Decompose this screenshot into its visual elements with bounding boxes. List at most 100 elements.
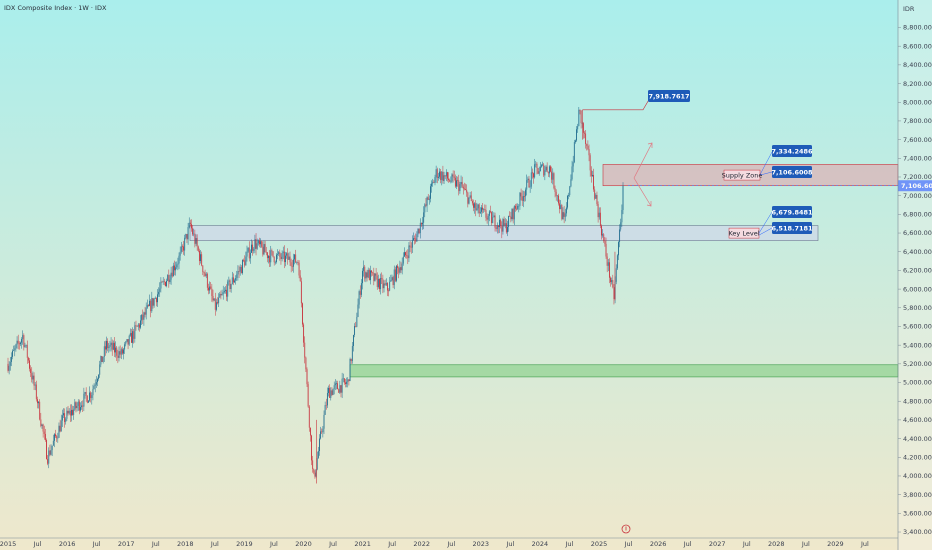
candle-body	[512, 208, 514, 220]
candle-body	[428, 198, 430, 200]
candle-body	[220, 293, 222, 296]
candle-body	[555, 191, 557, 197]
candle-body	[108, 346, 110, 349]
bullish-projection-arrow	[633, 142, 653, 179]
candle-body	[14, 348, 16, 351]
candle-body	[464, 188, 465, 190]
time-tick-label: Jul	[565, 540, 574, 548]
candle-body	[50, 450, 52, 455]
candle-body	[338, 389, 340, 393]
candle-body	[25, 344, 27, 346]
peak-connector	[582, 97, 651, 111]
candle-body	[237, 271, 239, 275]
candle-body	[92, 389, 94, 396]
candle-body	[339, 385, 341, 393]
candle-body	[107, 340, 109, 349]
candle-body	[364, 266, 366, 279]
key-level-zone[interactable]	[189, 225, 819, 241]
candle-body	[483, 209, 485, 210]
price-tick-label: 8,000.0000	[903, 98, 932, 106]
candle-body	[194, 233, 196, 244]
peak-label: 7,918.7617	[648, 93, 689, 101]
candle-body	[604, 240, 606, 244]
candle-body	[394, 269, 396, 281]
candle-body	[135, 325, 137, 326]
candle-body	[457, 180, 459, 181]
candle-body	[111, 342, 113, 350]
candle-body	[580, 110, 582, 124]
overlay-layer: 7,918.7617 7,334.2486 Supply Zone 7,106.600…	[582, 90, 932, 239]
time-tick-label: Jul	[801, 540, 810, 548]
candle-body	[187, 227, 189, 240]
candle-body	[345, 382, 346, 384]
candle-body	[406, 255, 408, 256]
candle-body	[202, 265, 204, 272]
time-tick-label: Jul	[328, 540, 337, 548]
price-tick-label: 6,000.0000	[903, 285, 932, 293]
time-tick-label: 2029	[827, 540, 844, 548]
price-tick-label: 3,400.0000	[903, 528, 932, 536]
candle-body	[217, 302, 218, 304]
candle-body	[253, 249, 255, 251]
candle-body	[175, 267, 177, 271]
candle-body	[264, 244, 266, 253]
candle-body	[520, 192, 522, 197]
candle-body	[495, 227, 497, 229]
candle-body	[294, 254, 295, 260]
candle-body	[504, 223, 506, 226]
candle-body	[242, 259, 243, 274]
candle-body	[165, 281, 166, 287]
price-tick-label: 5,800.0000	[903, 304, 932, 312]
candle-body	[508, 215, 510, 227]
candle-body	[449, 179, 451, 182]
candle-body	[231, 277, 233, 285]
candle-body	[538, 171, 540, 174]
demand-zone[interactable]	[349, 364, 899, 378]
candle-body	[60, 420, 62, 432]
candle-body	[441, 171, 443, 180]
price-tick-label: 8,800.0000	[903, 24, 932, 32]
candle-body	[486, 217, 488, 220]
candle-body	[178, 255, 180, 264]
event-icon[interactable]	[621, 524, 631, 534]
candle-body	[536, 163, 538, 169]
candle-body	[146, 305, 148, 308]
candle-body	[514, 205, 516, 209]
candle-body	[195, 238, 197, 244]
candle-body	[271, 250, 273, 252]
candle-body	[129, 333, 131, 336]
candle-body	[307, 384, 309, 407]
candle-body	[590, 170, 592, 177]
price-axis-pane[interactable]	[898, 0, 932, 550]
candle-body	[358, 291, 360, 305]
candle-body	[311, 435, 312, 461]
candle-body	[527, 178, 529, 181]
candle-body	[240, 266, 242, 274]
candle-body	[18, 343, 20, 345]
candle-body	[376, 275, 378, 287]
candle-body	[48, 450, 50, 464]
candle-body	[418, 228, 420, 234]
time-tick-label: 2028	[768, 540, 785, 548]
key-bottom-label: 6,518.7181	[771, 225, 813, 233]
time-tick-label: 2020	[295, 540, 312, 548]
candle-body	[519, 192, 521, 206]
candle-body	[488, 211, 490, 216]
candle-body	[296, 261, 298, 263]
candle-body	[140, 320, 141, 328]
supply-top-connector	[757, 151, 773, 179]
candle-body	[104, 346, 106, 350]
candle-body	[496, 225, 498, 229]
candle-body	[119, 351, 121, 355]
candle-body	[415, 238, 417, 242]
candle-body	[232, 277, 234, 283]
candle-body	[444, 175, 446, 177]
candle-body	[546, 166, 548, 172]
candle-body	[82, 405, 84, 407]
candle-body	[430, 186, 431, 199]
candle-body	[380, 277, 382, 290]
candle-body	[47, 459, 49, 464]
candle-body	[539, 166, 541, 172]
